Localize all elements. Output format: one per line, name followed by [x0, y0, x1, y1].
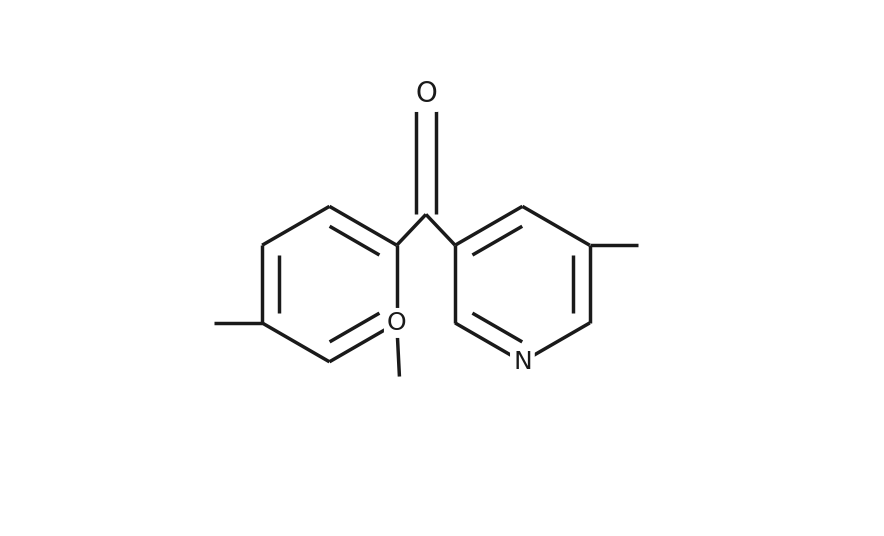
Text: O: O: [415, 80, 437, 108]
Text: O: O: [387, 311, 407, 335]
Text: N: N: [513, 350, 532, 374]
